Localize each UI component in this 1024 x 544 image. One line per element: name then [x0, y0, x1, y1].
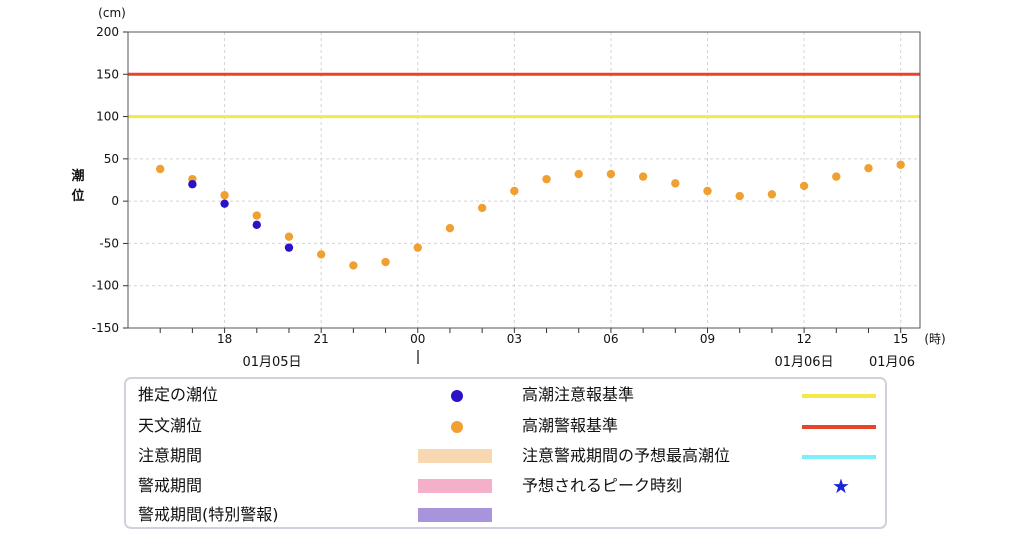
x-tick-label: 06: [603, 332, 618, 346]
astronomical-tide-point: [316, 250, 326, 259]
astronomical-tide-point: [735, 191, 744, 201]
astronomical-tide-point: [799, 181, 809, 191]
x-tick-label: 03: [507, 332, 522, 346]
astronomical-tide-point: [767, 190, 777, 199]
astronomical-tide-point: [864, 163, 873, 173]
legend-label-caution-period: 注意期間: [138, 446, 203, 465]
astronomical-tide-point: [638, 172, 648, 181]
astronomical-tide-point: [896, 160, 905, 169]
legend-forecast-max-line-swatch: [802, 455, 876, 459]
date-label-0105: 01月05日: [242, 355, 301, 370]
y-tick-label: 150: [96, 67, 119, 81]
legend-label-peak-time: 予想されるピーク時刻: [522, 476, 683, 495]
x-tick-label: 12: [796, 332, 811, 346]
astronomical-tide-point: [477, 203, 487, 213]
y-tick-label: -50: [99, 236, 119, 250]
legend-label-astronomical: 天文潮位: [138, 416, 203, 435]
threshold-lines: [128, 72, 920, 119]
legend-estimated-dot-icon: [451, 390, 463, 402]
data-points: [155, 160, 905, 270]
astronomical-tide-point: [671, 179, 680, 188]
legend-warning-band-swatch: [418, 479, 492, 493]
y-tick-label: 0: [111, 194, 119, 208]
astronomical-tide-point: [413, 243, 422, 252]
legend-advisory-line-swatch: [802, 394, 876, 398]
estimated-tide-point: [188, 180, 197, 189]
estimated-tide-point: [252, 220, 261, 230]
legend-label-special-warning-period: 警戒期間(特別警報): [138, 505, 279, 524]
x-tick-label: 09: [700, 332, 715, 346]
estimated-tide-point: [220, 199, 229, 208]
legend-peak-star-icon: ★: [832, 474, 850, 498]
legend-warning-line-swatch: [802, 425, 876, 429]
astronomical-tide-point: [381, 257, 390, 267]
astronomical-tide-point: [510, 186, 519, 196]
astronomical-tide-point: [155, 164, 165, 174]
astronomical-tide-point: [703, 186, 712, 196]
x-tick-label: 00: [410, 332, 425, 346]
y-tick-label: 200: [96, 25, 119, 39]
legend-label-estimated: 推定の潮位: [138, 385, 219, 404]
astronomical-tide-point: [252, 211, 261, 220]
x-unit-label: (時): [924, 332, 945, 346]
y-tick-label: -100: [92, 279, 119, 293]
astronomical-tide-point: [574, 169, 583, 179]
astronomical-tide-point: [220, 191, 229, 200]
x-tick-label: 18: [217, 332, 232, 346]
axes: [123, 31, 921, 333]
legend-label-forecast-max: 注意警戒期間の予想最高潮位: [522, 446, 731, 465]
astronomical-tide-point: [832, 172, 841, 181]
legend-astronomical-dot-icon: [451, 421, 463, 433]
x-tick-label: 21: [314, 332, 329, 346]
legend-label-warning-threshold: 高潮警報基準: [522, 416, 619, 435]
y-tick-labels: 200 150 100 50 0 -50 -100 -150: [92, 25, 119, 335]
y-axis-label: 潮位: [71, 168, 84, 204]
plot-frame: [127, 31, 921, 329]
estimated-tide-point: [284, 243, 294, 252]
astronomical-tide-point: [284, 232, 294, 241]
legend-label-warning-period: 警戒期間: [138, 476, 203, 495]
astronomical-tide-point: [349, 261, 358, 270]
legend-special-band-swatch: [418, 508, 492, 522]
y-tick-label: 50: [104, 152, 119, 166]
tide-chart: 200 150 100 50 0 -50 -100 -150 18 21 00 03 06 09 12 15…: [71, 6, 945, 370]
grid: [128, 31, 920, 329]
legend-label-advisory-threshold: 高潮注意報基準: [522, 385, 635, 404]
astronomical-tide-point: [606, 169, 616, 179]
x-tick-label: 15: [893, 332, 908, 346]
date-label-0106-a: 01月06日: [774, 355, 833, 370]
y-tick-label: -150: [92, 321, 119, 335]
y-tick-label: 100: [96, 110, 119, 124]
y-unit-label: (cm): [98, 6, 126, 20]
date-label-0106-b: 01月06: [869, 355, 915, 370]
legend: 推定の潮位 天文潮位 注意期間 警戒期間 警戒期間(特別警報) 高潮注意報基準 …: [124, 377, 887, 529]
astronomical-tide-point: [542, 174, 551, 184]
x-tick-labels: 18 21 00 03 06 09 12 15: [217, 332, 908, 346]
legend-caution-band-swatch: [418, 449, 492, 463]
astronomical-tide-point: [445, 224, 455, 233]
